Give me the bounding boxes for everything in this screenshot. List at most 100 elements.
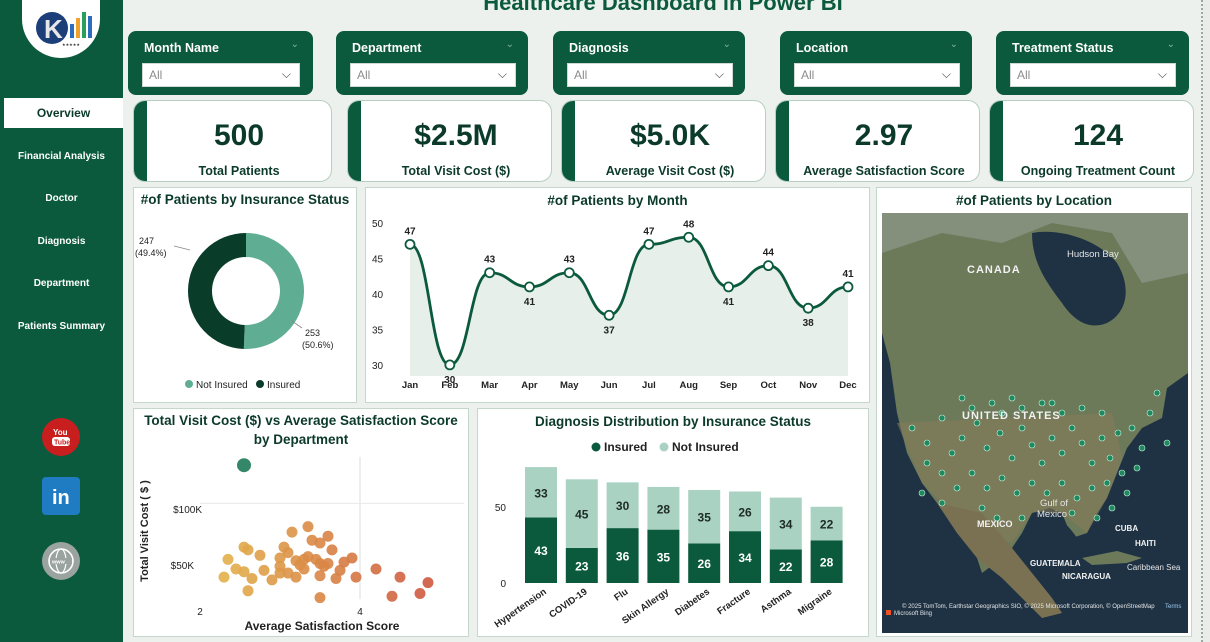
chevron-down-icon[interactable]: ⌄: [722, 39, 731, 50]
youtube-icon[interactable]: You Tube: [42, 418, 80, 456]
nav-department[interactable]: Department: [33, 278, 90, 289]
location-marker[interactable]: [923, 459, 931, 467]
location-marker[interactable]: [1118, 469, 1126, 477]
location-marker[interactable]: [1018, 424, 1026, 432]
slicer-department[interactable]: Department ⌄ All ⌵: [336, 31, 528, 95]
location-marker[interactable]: [938, 469, 946, 477]
location-marker[interactable]: [958, 434, 966, 442]
location-map[interactable]: Hudson Bay CANADA UNITED STATES Gulf of …: [882, 213, 1188, 633]
location-marker[interactable]: [1043, 489, 1051, 497]
location-marker[interactable]: [998, 409, 1006, 417]
slicer-value: All: [357, 68, 371, 82]
slicer-dropdown[interactable]: All ⌵: [794, 63, 960, 87]
map-terms-link[interactable]: Terms: [1165, 604, 1181, 610]
slicer-diagnosis[interactable]: Diagnosis ⌄ All ⌵: [553, 31, 745, 95]
location-marker[interactable]: [1114, 429, 1122, 437]
chevron-down-icon[interactable]: ⌄: [1166, 39, 1175, 50]
slicer-month-name[interactable]: Month Name ⌄ All ⌵: [128, 31, 313, 95]
insurance-donut-panel[interactable]: #of Patients by Insurance Status 253 (50.…: [133, 187, 357, 403]
location-marker[interactable]: [996, 429, 1004, 437]
location-marker[interactable]: [1146, 409, 1154, 417]
diagnosis-bar-panel[interactable]: Diagnosis Distribution by Insurance Stat…: [477, 408, 869, 637]
x-tick-label: Feb: [441, 380, 458, 391]
location-marker[interactable]: [1133, 464, 1141, 472]
location-marker[interactable]: [1163, 439, 1171, 447]
donut-chart[interactable]: 253 (50.6%) 247 (49.4%) Not Insured Insured: [134, 188, 358, 404]
slicer-treatment-status[interactable]: Treatment Status ⌄ All ⌵: [996, 31, 1189, 95]
nav-financial-analysis[interactable]: Financial Analysis: [18, 151, 105, 162]
scatter-point: [314, 537, 326, 549]
location-marker[interactable]: [1128, 424, 1136, 432]
svg-text:K: K: [44, 14, 63, 44]
location-marker[interactable]: [968, 404, 976, 412]
nav-patients-summary[interactable]: Patients Summary: [17, 321, 106, 332]
location-marker[interactable]: [1106, 454, 1114, 462]
location-marker[interactable]: [1028, 441, 1036, 449]
slicer-dropdown[interactable]: All ⌵: [567, 63, 733, 87]
nav-diagnosis[interactable]: Diagnosis: [37, 236, 86, 247]
location-marker[interactable]: [1048, 399, 1056, 407]
location-marker[interactable]: [1068, 424, 1076, 432]
location-marker[interactable]: [938, 499, 946, 507]
location-marker[interactable]: [918, 489, 926, 497]
location-map-panel[interactable]: #of Patients by Location Hudson Bay CANA…: [876, 187, 1192, 637]
location-marker[interactable]: [1073, 494, 1081, 502]
location-marker[interactable]: [1058, 409, 1066, 417]
location-marker[interactable]: [993, 514, 1001, 522]
location-marker[interactable]: [1038, 399, 1046, 407]
location-marker[interactable]: [1123, 489, 1131, 497]
month-line-panel[interactable]: #of Patients by Month 30 35 40 45 50 47 Jan 30 F…: [365, 187, 870, 403]
location-marker[interactable]: [1098, 434, 1106, 442]
location-marker[interactable]: [1078, 439, 1086, 447]
location-marker[interactable]: [1008, 394, 1016, 402]
location-marker[interactable]: [1138, 444, 1146, 452]
location-marker[interactable]: [1058, 449, 1066, 457]
location-marker[interactable]: [1088, 459, 1096, 467]
location-marker[interactable]: [1088, 484, 1096, 492]
location-markers[interactable]: [908, 389, 1171, 522]
location-marker[interactable]: [1078, 404, 1086, 412]
location-marker[interactable]: [938, 414, 946, 422]
location-marker[interactable]: [1058, 479, 1066, 487]
slicer-dropdown[interactable]: All ⌵: [142, 63, 300, 87]
location-marker[interactable]: [1048, 434, 1056, 442]
chevron-down-icon[interactable]: ⌄: [290, 39, 299, 50]
scatter-panel[interactable]: Total Visit Cost ($) vs Average Satisfac…: [133, 408, 469, 637]
location-marker[interactable]: [1108, 504, 1116, 512]
location-marker[interactable]: [948, 449, 956, 457]
slicer-dropdown[interactable]: All ⌵: [1010, 63, 1176, 87]
location-marker[interactable]: [1018, 404, 1026, 412]
location-marker[interactable]: [973, 419, 981, 427]
location-marker[interactable]: [1068, 509, 1076, 517]
nav-overview[interactable]: Overview: [4, 98, 123, 128]
location-marker[interactable]: [908, 424, 916, 432]
nav-doctor[interactable]: Doctor: [45, 193, 78, 204]
stacked-bar-chart[interactable]: Insured Not Insured 0 50 43 33 Hypertension 23 4…: [478, 409, 870, 638]
location-marker[interactable]: [1103, 479, 1111, 487]
location-marker[interactable]: [1098, 409, 1106, 417]
location-marker[interactable]: [1153, 389, 1161, 397]
chevron-down-icon[interactable]: ⌄: [505, 39, 514, 50]
location-marker[interactable]: [983, 444, 991, 452]
slicer-location[interactable]: Location ⌄ All ⌵: [780, 31, 972, 95]
location-marker[interactable]: [988, 399, 996, 407]
location-marker[interactable]: [1008, 454, 1016, 462]
slicer-dropdown[interactable]: All ⌵: [350, 63, 516, 87]
location-marker[interactable]: [1013, 489, 1021, 497]
location-marker[interactable]: [923, 439, 931, 447]
location-marker[interactable]: [1028, 479, 1036, 487]
location-marker[interactable]: [1093, 514, 1101, 522]
linkedin-icon[interactable]: in: [42, 477, 80, 515]
location-marker[interactable]: [983, 484, 991, 492]
location-marker[interactable]: [958, 394, 966, 402]
location-marker[interactable]: [998, 474, 1006, 482]
website-globe-icon[interactable]: www: [42, 542, 80, 580]
chevron-down-icon[interactable]: ⌄: [949, 39, 958, 50]
location-marker[interactable]: [1018, 514, 1026, 522]
location-marker[interactable]: [978, 504, 986, 512]
location-marker[interactable]: [1038, 459, 1046, 467]
location-marker[interactable]: [953, 484, 961, 492]
location-marker[interactable]: [968, 469, 976, 477]
